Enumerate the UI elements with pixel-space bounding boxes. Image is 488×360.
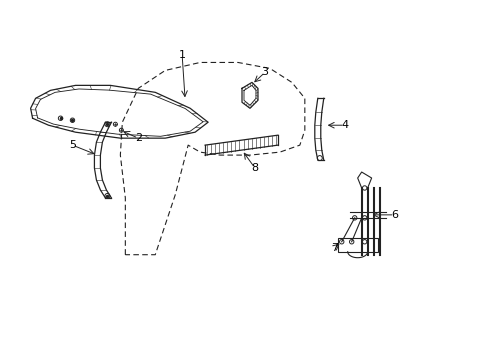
Text: 5: 5	[69, 140, 76, 150]
Text: 6: 6	[390, 210, 397, 220]
Text: 2: 2	[135, 133, 142, 143]
Bar	[337, 238, 377, 252]
Text: 1: 1	[178, 50, 185, 60]
Text: 3: 3	[261, 67, 268, 77]
Text: 7: 7	[330, 243, 338, 253]
Text: 8: 8	[251, 163, 258, 173]
Text: 4: 4	[341, 120, 347, 130]
